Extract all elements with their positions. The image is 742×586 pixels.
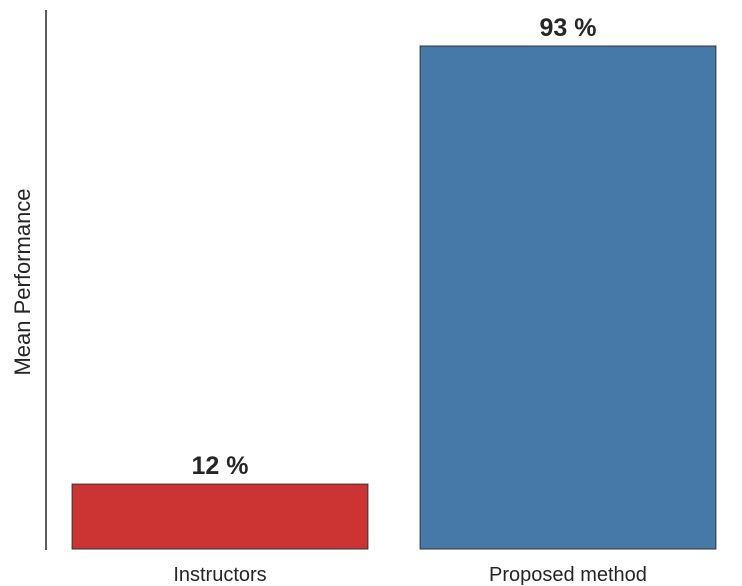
y-axis-label: Mean Performance bbox=[10, 188, 35, 375]
bar-instructors bbox=[71, 483, 369, 550]
bar-proposed-method bbox=[419, 45, 717, 550]
x-tick-label-proposed-method: Proposed method bbox=[489, 564, 647, 586]
bar-value-label-proposed-method: 93 % bbox=[540, 14, 597, 42]
x-tick-label-instructors: Instructors bbox=[173, 564, 266, 586]
bars-group: 12 % Instructors 93 % Proposed method bbox=[71, 14, 717, 586]
bar-value-label-instructors: 12 % bbox=[192, 452, 249, 480]
